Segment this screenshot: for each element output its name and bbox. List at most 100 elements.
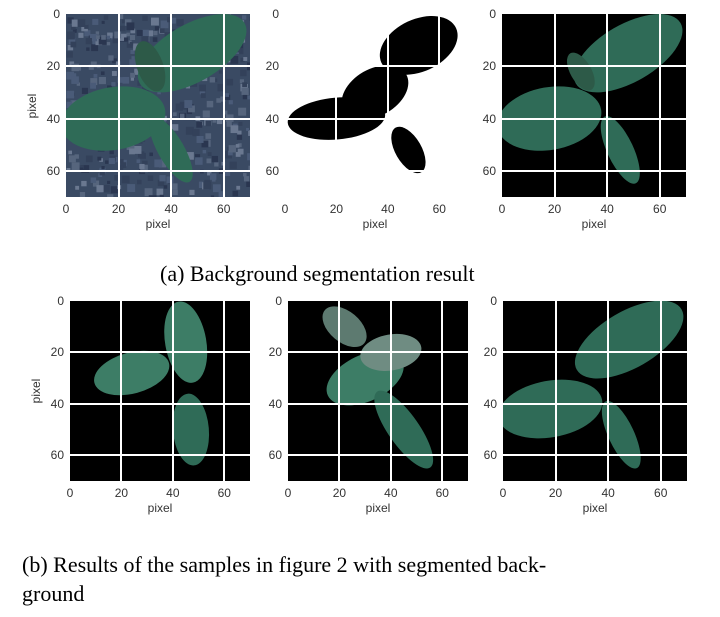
x-tick-label: 20 — [332, 486, 347, 500]
grid-line-horizontal — [502, 169, 686, 172]
soil-speckle — [205, 120, 212, 127]
soil-speckle — [130, 77, 134, 81]
grid-line-vertical — [222, 14, 225, 197]
y-axis-label: pixel — [29, 378, 43, 404]
soil-speckle — [189, 189, 195, 195]
soil-speckle — [112, 58, 117, 64]
soil-speckle — [130, 49, 135, 54]
soil-speckle — [99, 170, 105, 176]
y-tick-label: 0 — [272, 7, 279, 21]
soil-speckle — [192, 128, 200, 137]
soil-speckle — [159, 28, 165, 33]
soil-speckle — [90, 82, 96, 89]
soil-speckle — [98, 36, 107, 45]
soil-speckle — [239, 79, 244, 84]
soil-speckle — [111, 82, 116, 87]
soil-speckle — [81, 180, 87, 187]
soil-speckle — [224, 94, 231, 100]
soil-speckle — [240, 69, 247, 77]
soil-speckle — [121, 175, 130, 184]
grid-line-vertical — [659, 301, 662, 481]
soil-speckle — [185, 126, 194, 135]
soil-speckle — [79, 165, 84, 170]
soil-speckle — [67, 44, 74, 51]
soil-speckle — [203, 181, 212, 190]
soil-speckle — [214, 162, 219, 167]
y-tick-label: 60 — [268, 448, 282, 463]
soil-speckle — [207, 152, 212, 156]
soil-speckle — [230, 55, 239, 64]
grid-line-vertical — [335, 14, 338, 197]
soil-speckle — [156, 188, 164, 196]
image-content — [502, 14, 686, 197]
y-tick-label: 0 — [57, 294, 64, 308]
leaf-shape — [566, 52, 595, 91]
image-panel-binary-mask — [285, 14, 465, 197]
soil-speckle — [226, 78, 234, 86]
soil-speckle — [172, 189, 178, 196]
grid-line-vertical — [607, 301, 610, 481]
soil-speckle — [92, 18, 99, 25]
soil-speckle — [209, 77, 216, 83]
grid-line-vertical — [389, 301, 392, 481]
grid-line-vertical — [438, 14, 441, 197]
soil-speckle — [108, 157, 115, 165]
soil-speckle — [158, 160, 167, 168]
soil-speckle — [101, 20, 105, 24]
soil-speckle — [243, 176, 250, 182]
x-tick-label: 60 — [435, 486, 449, 500]
soil-speckle — [199, 84, 207, 92]
grid-line-horizontal — [288, 351, 468, 354]
soil-speckle — [213, 78, 218, 82]
soil-speckle — [227, 150, 233, 156]
soil-speckle — [236, 185, 241, 190]
soil-speckle — [92, 180, 100, 187]
grid-line-horizontal — [288, 454, 468, 457]
soil-speckle — [68, 150, 73, 155]
y-tick-label: 60 — [50, 448, 64, 463]
grid-line-horizontal — [502, 65, 686, 68]
soil-speckle — [77, 19, 86, 27]
image-content — [288, 301, 468, 481]
soil-speckle — [106, 35, 111, 40]
soil-speckle — [206, 158, 212, 164]
x-tick-label: 0 — [281, 202, 289, 216]
soil-speckle — [71, 162, 80, 171]
soil-speckle — [66, 90, 75, 99]
y-tick-label: 40 — [483, 396, 497, 411]
grid-line-vertical — [120, 301, 123, 481]
soil-speckle — [110, 186, 118, 194]
soil-speckle — [243, 57, 248, 61]
soil-speckle — [84, 24, 89, 29]
soil-speckle — [120, 159, 124, 163]
image-background — [70, 301, 250, 481]
soil-speckle — [242, 82, 247, 88]
leaf-shape — [172, 393, 210, 466]
soil-speckle — [90, 177, 97, 183]
grid-line-vertical — [441, 301, 444, 481]
soil-speckle — [76, 82, 81, 86]
soil-speckle — [248, 130, 250, 136]
soil-speckle — [144, 188, 153, 197]
soil-speckle — [89, 33, 98, 42]
grid-line-vertical — [170, 14, 173, 197]
y-axis-label: pixel — [25, 93, 39, 118]
image-content — [503, 301, 687, 481]
soil-speckle — [147, 175, 154, 181]
leaf-shape — [601, 400, 641, 469]
soil-speckle — [102, 41, 107, 45]
y-tick-label: 40 — [482, 111, 496, 126]
soil-speckle — [78, 32, 84, 38]
soil-speckle — [70, 41, 77, 48]
soil-speckle — [107, 194, 114, 197]
soil-speckle — [154, 26, 160, 31]
image-content — [285, 14, 465, 197]
soil-speckle — [157, 179, 165, 187]
y-tick-label: 40 — [268, 396, 282, 411]
soil-speckle — [147, 30, 154, 37]
soil-speckle — [166, 176, 174, 184]
soil-speckle — [139, 163, 145, 170]
soil-speckle — [209, 173, 217, 180]
soil-speckle — [106, 42, 111, 46]
soil-speckle — [188, 105, 195, 113]
